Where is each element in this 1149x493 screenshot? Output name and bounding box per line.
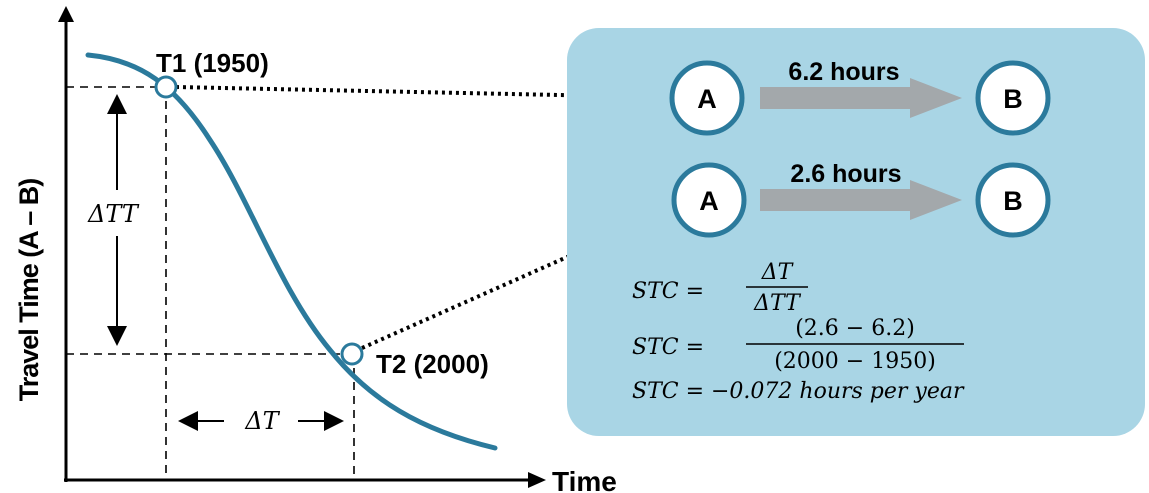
row1-node-b-label: B [1003, 84, 1023, 114]
row2-node-b [975, 162, 1051, 238]
t2-point [340, 342, 364, 366]
t1-point [154, 75, 178, 99]
formula3-result: STC = −0.072 hours per year [632, 379, 965, 404]
formula1-lhs: STC = [632, 279, 704, 304]
row1-arrow [760, 78, 962, 118]
formula-block: STC = ΔT ΔTT STC = (2.6 − 6.2) (2000 − 1… [632, 260, 965, 404]
row1-node-a [669, 60, 745, 136]
x-axis-arrowhead [528, 472, 546, 488]
row1-node-b [975, 60, 1051, 136]
y-axis-label: Travel Time (A – B) [14, 179, 44, 402]
travel-time-curve [85, 52, 498, 451]
formula2-numerator: (2.6 − 6.2) [795, 316, 915, 341]
formula1-denominator: ΔTT [753, 291, 802, 316]
x-axis-label: Time [552, 466, 617, 493]
row2-duration: 2.6 hours [790, 160, 901, 188]
row1-duration: 6.2 hours [788, 58, 899, 86]
formula2-lhs: STC = [632, 335, 704, 360]
t1-label: T1 (1950) [156, 48, 269, 78]
row2-arrow [760, 180, 962, 220]
row2-node-b-label: B [1003, 186, 1023, 216]
formula1-numerator: ΔT [761, 260, 795, 285]
delta-t-label: ΔT [244, 407, 280, 435]
row1-node-a-label: A [697, 84, 717, 114]
formula2-denominator: (2000 − 1950) [774, 349, 936, 374]
t2-label: T2 (2000) [376, 349, 489, 379]
row2-node-a [671, 162, 747, 238]
row2-node-a-label: A [699, 186, 719, 216]
y-axis-arrowhead [58, 6, 74, 22]
delta-tt-label: ΔTT [87, 200, 140, 228]
